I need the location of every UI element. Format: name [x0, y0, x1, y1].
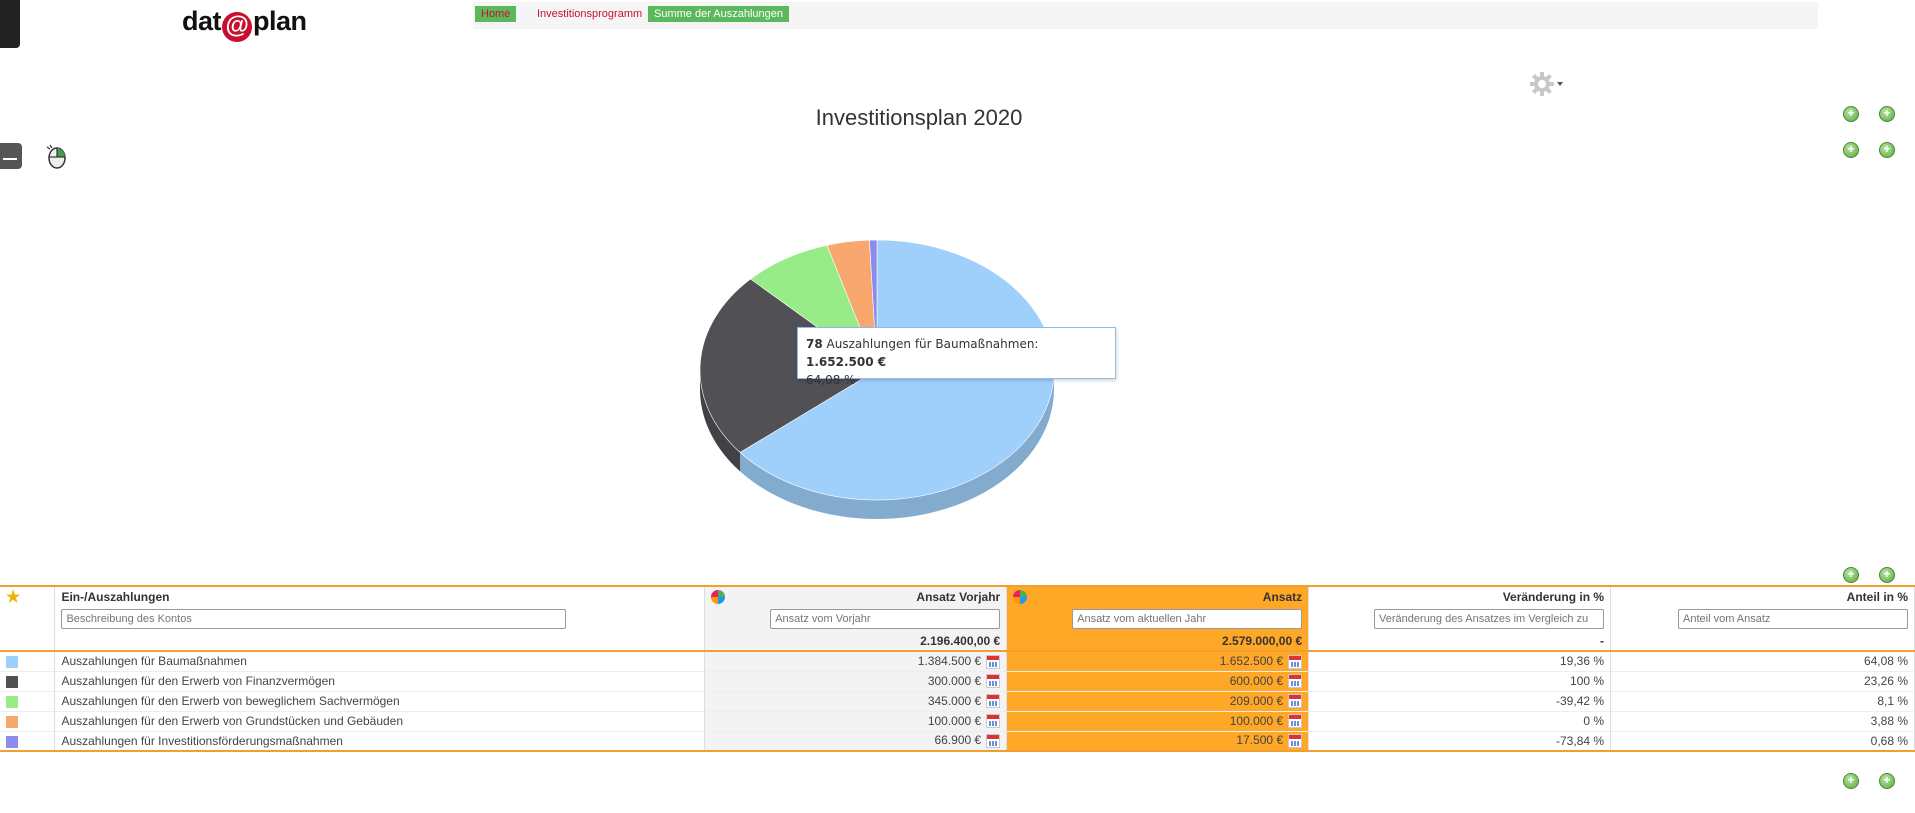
- row-prev: 66.900 €: [934, 733, 982, 748]
- row-current: 1.652.500 €: [1219, 653, 1284, 668]
- calendar-icon[interactable]: [1288, 734, 1303, 749]
- calendar-icon[interactable]: [1288, 674, 1303, 689]
- row-share: 64,08 %: [1610, 650, 1915, 671]
- legend-swatch: [6, 656, 18, 669]
- chart-tooltip: 78 Auszahlungen für Baumaßnahmen: 1.652.…: [797, 327, 1116, 387]
- row-change: 0 %: [1308, 710, 1612, 731]
- add-widget-button[interactable]: +: [1843, 773, 1859, 789]
- calendar-icon[interactable]: [1288, 694, 1303, 709]
- filter-current-input[interactable]: [1072, 609, 1303, 629]
- add-widget-button[interactable]: +: [1843, 106, 1859, 122]
- globe-chart-icon[interactable]: [711, 590, 726, 604]
- total-current: 2.579.000,00 €: [1006, 631, 1310, 652]
- column-header-description[interactable]: Ein-/Auszahlungen: [54, 586, 706, 607]
- pie-slice-side-0: [740, 370, 1054, 519]
- row-share: 8,1 %: [1610, 690, 1915, 711]
- calendar-icon[interactable]: [986, 734, 1001, 749]
- side-panel-tab[interactable]: [0, 0, 20, 48]
- legend-swatch: [6, 735, 18, 748]
- print-icon[interactable]: [0, 143, 22, 169]
- legend-swatch: [6, 715, 18, 728]
- pie-slice-1[interactable]: [699, 278, 878, 453]
- row-prev: 345.000 €: [927, 693, 982, 708]
- calendar-icon[interactable]: [986, 654, 1001, 669]
- table-row[interactable]: Auszahlungen für den Erwerb von Grundstü…: [0, 710, 1915, 731]
- filter-share-input[interactable]: [1678, 609, 1908, 629]
- row-label: Auszahlungen für den Erwerb von Finanzve…: [54, 670, 706, 691]
- add-widget-button[interactable]: +: [1879, 142, 1895, 158]
- row-prev: 100.000 €: [927, 713, 982, 728]
- dataplan-logo: dat @ plan: [182, 6, 307, 42]
- column-header-current[interactable]: Ansatz: [1006, 586, 1310, 607]
- column-header-change[interactable]: Veränderung in %: [1308, 586, 1612, 607]
- globe-chart-icon[interactable]: [1013, 590, 1028, 604]
- row-change: 19,36 %: [1308, 650, 1612, 671]
- total-prev: 2.196.400,00 €: [704, 631, 1008, 652]
- row-change: -73,84 %: [1308, 730, 1612, 751]
- row-prev: 300.000 €: [927, 673, 982, 688]
- column-header-share[interactable]: Anteil in %: [1610, 586, 1915, 607]
- row-current: 100.000 €: [1229, 713, 1284, 728]
- row-label: Auszahlungen für den Erwerb von beweglic…: [54, 690, 706, 711]
- breadcrumb-investitionsprogramm[interactable]: Investitionsprogramm: [537, 8, 643, 20]
- table-row[interactable]: Auszahlungen für Investitionsförderungsm…: [0, 730, 1915, 751]
- add-widget-button[interactable]: +: [1879, 106, 1895, 122]
- row-label: Auszahlungen für Baumaßnahmen: [54, 650, 706, 671]
- row-share: 23,26 %: [1610, 670, 1915, 691]
- total-change: -: [1308, 631, 1612, 652]
- row-label: Auszahlungen für den Erwerb von Grundstü…: [54, 710, 706, 731]
- filter-description-input[interactable]: [61, 609, 567, 629]
- row-prev: 1.384.500 €: [917, 653, 982, 668]
- favorite-column[interactable]: ★: [0, 586, 56, 607]
- legend-swatch: [6, 695, 18, 708]
- add-widget-button[interactable]: +: [1843, 567, 1859, 583]
- mouse-icon[interactable]: [44, 142, 70, 170]
- breadcrumb-current[interactable]: Summe der Auszahlungen: [648, 6, 790, 22]
- pie-slice-side-1: [700, 370, 741, 472]
- gear-icon[interactable]: [1530, 72, 1566, 96]
- star-icon[interactable]: ★: [6, 589, 21, 606]
- data-table: ★ Ein-/Auszahlungen Ansatz Vorjahr Ansat…: [0, 585, 1915, 752]
- legend-swatch: [6, 675, 18, 688]
- table-row[interactable]: Auszahlungen für Baumaßnahmen 1.384.500 €…: [0, 650, 1915, 671]
- calendar-icon[interactable]: [986, 674, 1001, 689]
- chart-title: Investitionsplan 2020: [815, 105, 1023, 130]
- column-header-prev[interactable]: Ansatz Vorjahr: [704, 586, 1008, 607]
- row-share: 0,68 %: [1610, 730, 1915, 751]
- row-change: -39,42 %: [1308, 690, 1612, 711]
- table-row[interactable]: Auszahlungen für den Erwerb von beweglic…: [0, 690, 1915, 711]
- row-current: 600.000 €: [1229, 673, 1284, 688]
- row-current: 209.000 €: [1229, 693, 1284, 708]
- row-share: 3,88 %: [1610, 710, 1915, 731]
- breadcrumb-home[interactable]: Home: [475, 6, 517, 22]
- filter-change-input[interactable]: [1374, 609, 1605, 629]
- add-widget-button[interactable]: +: [1879, 567, 1895, 583]
- row-label: Auszahlungen für Investitionsförderungsm…: [54, 730, 706, 751]
- calendar-icon[interactable]: [986, 694, 1001, 709]
- calendar-icon[interactable]: [986, 714, 1001, 729]
- filter-prev-input[interactable]: [770, 609, 1001, 629]
- add-widget-button[interactable]: +: [1879, 773, 1895, 789]
- add-widget-button[interactable]: +: [1843, 142, 1859, 158]
- calendar-icon[interactable]: [1288, 654, 1303, 669]
- row-current: 17.500 €: [1236, 733, 1284, 748]
- totals-row: 2.196.400,00 € 2.579.000,00 € -: [0, 631, 1915, 652]
- row-change: 100 %: [1308, 670, 1612, 691]
- breadcrumb: Home Investitionsprogramm Summe der Ausz…: [473, 2, 1818, 29]
- calendar-icon[interactable]: [1288, 714, 1303, 729]
- table-row[interactable]: Auszahlungen für den Erwerb von Finanzve…: [0, 670, 1915, 691]
